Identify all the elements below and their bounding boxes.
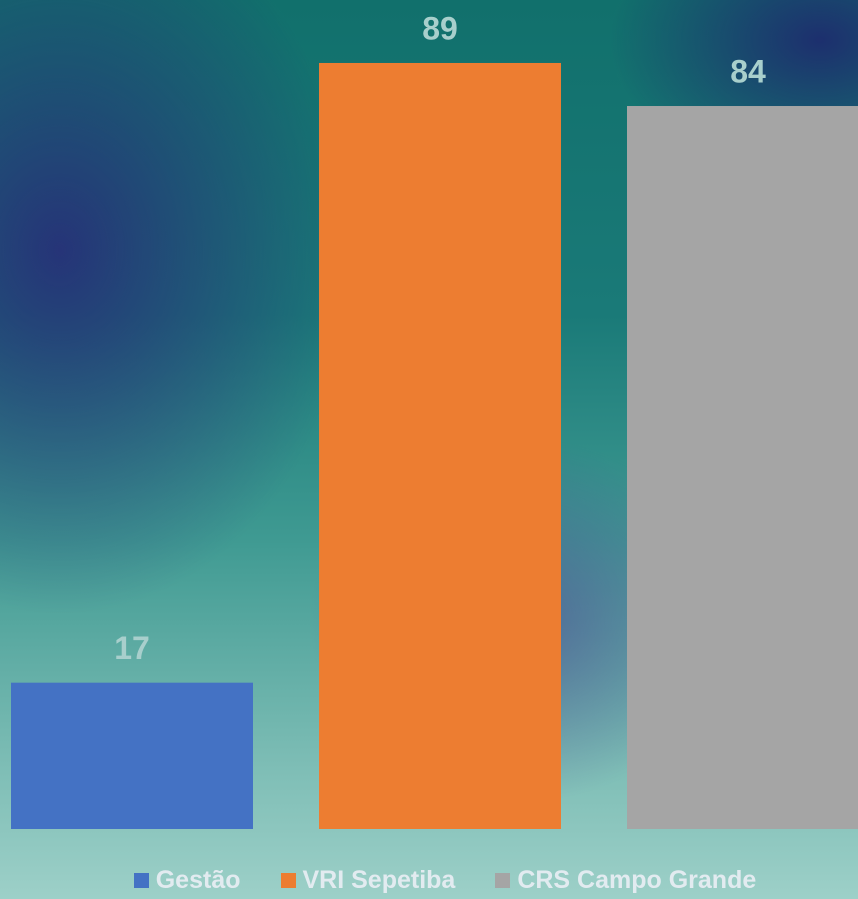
legend-swatch	[495, 873, 511, 888]
legend-label: Gestão	[155, 866, 241, 894]
data-label: 89	[422, 10, 458, 46]
legend-label: CRS Campo Grande	[517, 866, 757, 894]
legend-swatch	[280, 873, 296, 888]
legend-item: CRS Campo Grande	[495, 866, 756, 895]
data-label: 17	[114, 630, 150, 666]
legend-swatch	[133, 873, 149, 888]
legend-label: VRI Sepetiba	[302, 866, 456, 894]
bar	[11, 682, 253, 829]
bar	[319, 62, 561, 830]
bar	[627, 106, 858, 829]
legend-item: Gestão	[133, 866, 241, 895]
legend: Gestão VRI Sepetiba CRS Campo Grande	[0, 866, 858, 895]
data-label: 84	[730, 53, 766, 89]
legend-item: VRI Sepetiba	[280, 866, 456, 895]
